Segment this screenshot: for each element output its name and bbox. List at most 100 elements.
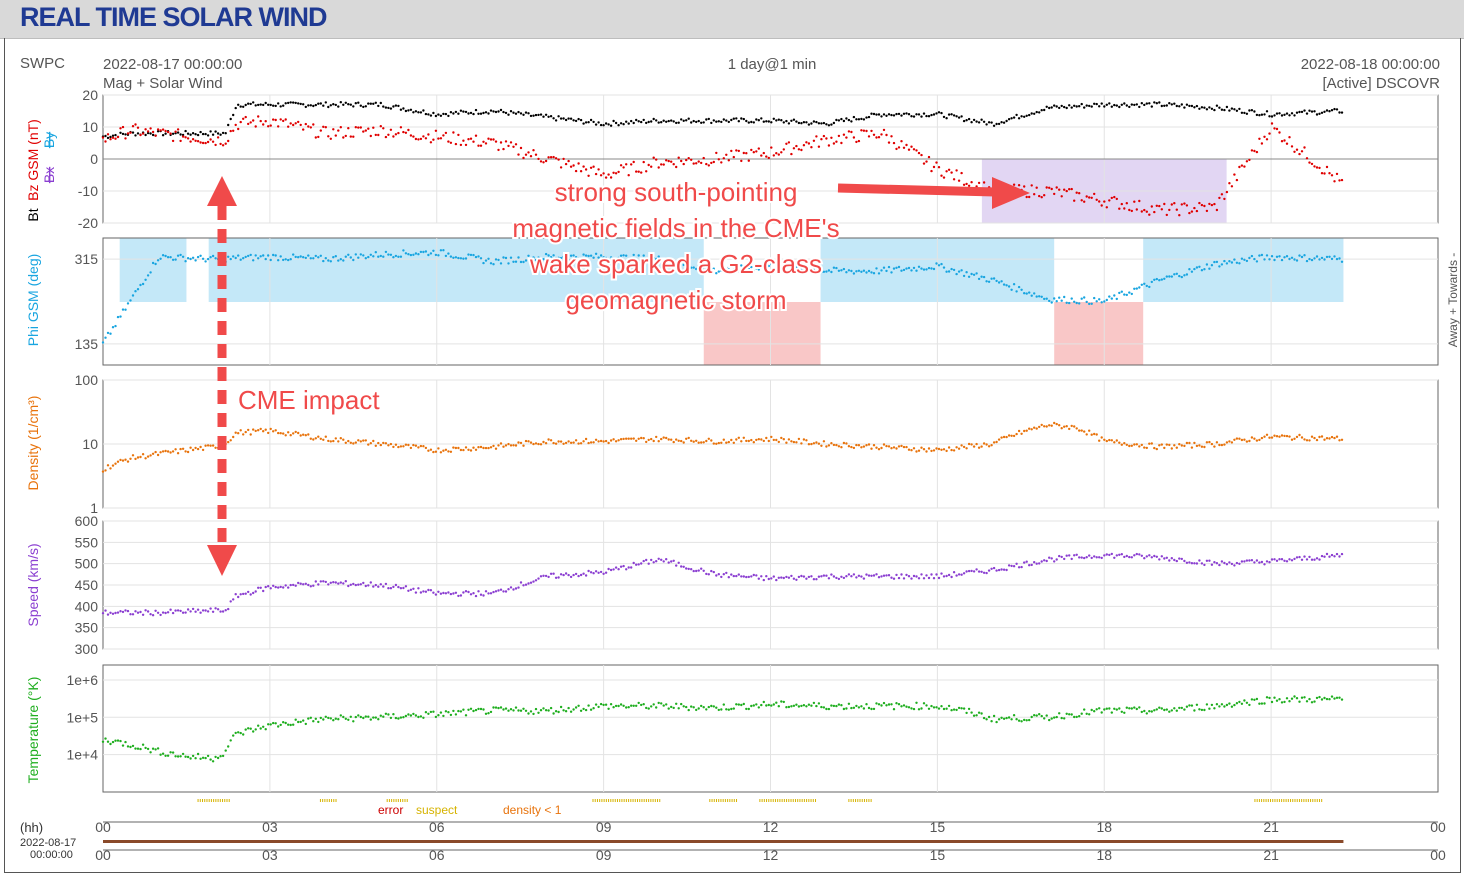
bt-point [362, 105, 365, 109]
bt-point [880, 115, 883, 118]
temperature-point [830, 704, 833, 707]
bz-point [1130, 209, 1134, 213]
suspect-flag [610, 799, 612, 802]
density-point [101, 470, 105, 473]
bz-point [1220, 193, 1224, 196]
density-point [970, 443, 973, 446]
speed-point [567, 573, 570, 577]
bz-point [204, 141, 207, 145]
phi-point [559, 256, 563, 260]
phi-point [1080, 297, 1083, 300]
bt-point [494, 110, 498, 114]
speed-point [339, 581, 342, 584]
speed-point [589, 571, 593, 574]
speed-point [176, 609, 180, 612]
bz-point [1243, 165, 1246, 168]
bt-point [206, 134, 210, 137]
speed-point [770, 577, 773, 580]
bz-point [437, 137, 440, 140]
temperature-point [619, 703, 623, 706]
density-point [690, 439, 693, 442]
speed-point [1183, 559, 1186, 563]
speed-point [957, 573, 961, 576]
suspect-flag [206, 799, 208, 802]
speed-point [1017, 566, 1021, 569]
temperature-point [484, 712, 488, 715]
speed-point [747, 575, 750, 579]
speed-point [725, 571, 728, 575]
bz-point [254, 125, 257, 128]
temperature-point [685, 705, 688, 709]
temperature-point [407, 713, 410, 716]
density-point [489, 446, 493, 449]
temperature-point [529, 710, 533, 713]
speed-point [975, 568, 978, 571]
phi-point [594, 252, 598, 255]
temperature-point [1330, 695, 1334, 698]
bz-point [104, 140, 107, 143]
bz-point [154, 134, 157, 137]
speed-point [1148, 554, 1151, 557]
density-point [542, 440, 545, 444]
speed-point [1125, 554, 1129, 558]
density-point [582, 440, 585, 443]
speed-point [1173, 558, 1176, 562]
temperature-point [792, 704, 796, 707]
bz-point [975, 185, 978, 188]
speed-point [242, 592, 245, 596]
temperature-point [282, 721, 285, 724]
bt-point [462, 110, 465, 113]
density-point [479, 445, 483, 449]
density-point [1143, 446, 1146, 449]
speed-point [557, 576, 560, 579]
temperature-point [1183, 708, 1186, 711]
bz-point [206, 140, 210, 144]
bz-point [1043, 194, 1046, 197]
density-point [1153, 446, 1156, 450]
bt-point [1273, 114, 1276, 117]
speed-point [657, 557, 660, 560]
bt-point [457, 112, 460, 115]
density-point [599, 439, 603, 443]
phi-point [482, 261, 485, 265]
bz-point [747, 159, 750, 162]
bt-point [1293, 114, 1296, 117]
bt-point [527, 112, 530, 115]
bt-point [942, 115, 946, 119]
temperature-point [625, 706, 628, 709]
density-point [272, 430, 275, 433]
temperature-point [1133, 706, 1136, 709]
phi-point [299, 255, 302, 258]
temperature-point [1293, 695, 1296, 698]
bz-point [685, 158, 688, 162]
bz-point [229, 129, 232, 133]
xtick-top-0: 00 [95, 819, 111, 835]
speed-point [1265, 560, 1269, 563]
bt-point [925, 114, 928, 118]
density-point [1235, 437, 1239, 440]
bt-point [1090, 105, 1093, 108]
bt-point [660, 121, 663, 124]
phi-point [262, 254, 265, 257]
phi-point [890, 271, 893, 274]
bt-point [1213, 108, 1216, 112]
temperature-point [935, 706, 938, 709]
density-point [812, 442, 816, 445]
speed-point [937, 576, 941, 580]
annotation-line-2: magnetic fields in the CME's [512, 213, 839, 243]
temperature-point [672, 706, 675, 710]
speed-point [1280, 558, 1284, 561]
temperature-point [1025, 719, 1028, 722]
suspect-flag [1258, 799, 1260, 802]
density-point [277, 431, 280, 435]
bz-point [850, 130, 853, 134]
phi-point [284, 258, 287, 261]
suspect-flag [777, 799, 779, 802]
temperature-point [389, 716, 393, 720]
bz-point [682, 162, 685, 166]
bt-point [1155, 102, 1159, 105]
bt-point [232, 113, 235, 117]
speed-point [1290, 559, 1294, 562]
speed-point [950, 575, 953, 579]
speed-point [1220, 560, 1224, 563]
